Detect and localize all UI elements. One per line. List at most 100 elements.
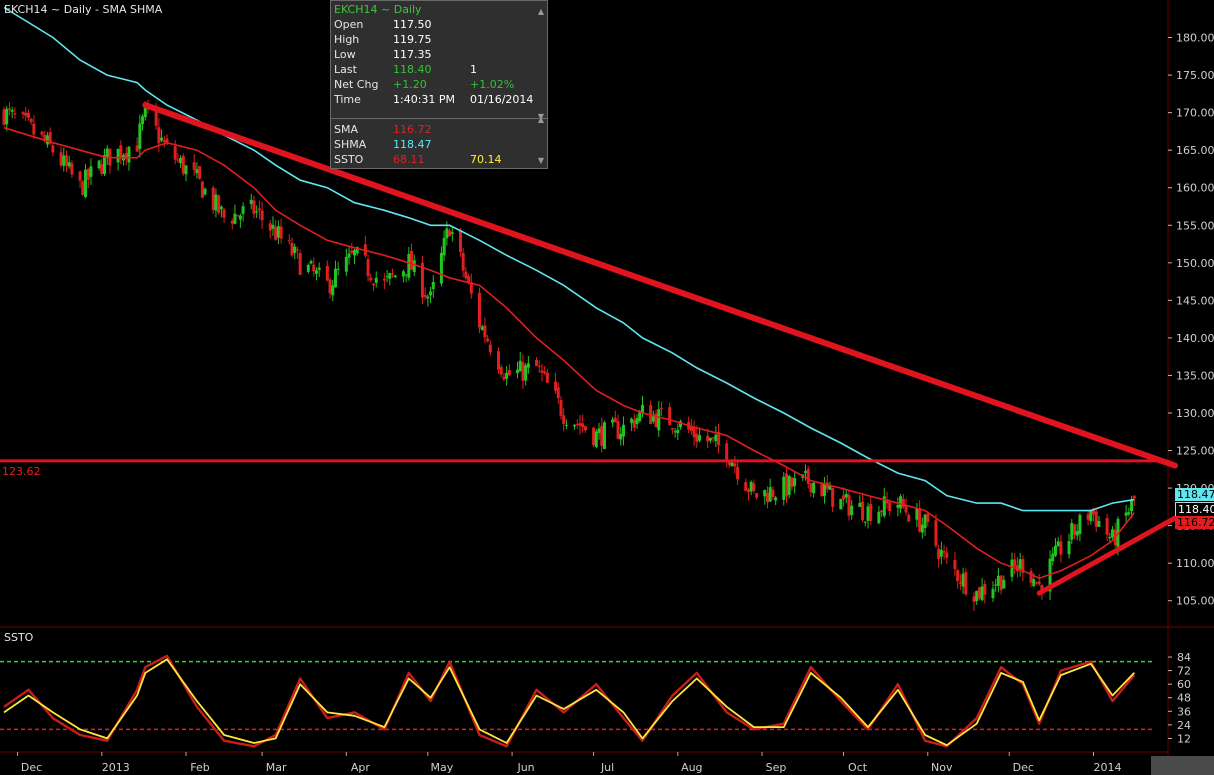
candle-body (347, 253, 351, 258)
candle-body (21, 112, 25, 115)
candle-body (423, 294, 427, 298)
price-tick-label: 125.00 (1176, 445, 1214, 458)
shma-line (3, 6, 1135, 512)
candle-body (1108, 536, 1112, 539)
candle-body (1034, 582, 1038, 584)
candle-body (143, 103, 147, 118)
candle-body (214, 194, 218, 211)
candle-body (708, 437, 712, 441)
scroll-down-icon[interactable]: ▼ (537, 112, 544, 121)
candle-body (271, 224, 275, 229)
candle-body (336, 268, 340, 270)
candle-body (67, 162, 71, 167)
candle-body (679, 421, 683, 428)
shma-label: SHMA (334, 138, 367, 151)
candle-body (477, 292, 481, 328)
candle-body (847, 494, 851, 516)
candle-body (882, 496, 886, 516)
sma-price-tag: 116.72 (1175, 516, 1214, 529)
candle-body (84, 169, 88, 197)
candle-body (638, 411, 642, 422)
candle-body (518, 360, 522, 372)
candle-body (668, 407, 672, 426)
time-value: 1:40:31 PM (393, 93, 456, 106)
candle-body (613, 417, 617, 423)
candle-body (105, 148, 109, 157)
scroll-down-icon-2[interactable]: ▼ (537, 156, 544, 165)
high-label: High (334, 33, 360, 46)
candle-body (274, 226, 278, 240)
candle-body (1124, 512, 1128, 516)
candle-body (1070, 523, 1074, 540)
candle-body (249, 199, 253, 205)
candle-body (521, 362, 525, 381)
candle-body (975, 590, 979, 602)
ssto-lines (3, 654, 1136, 748)
candle-body (314, 270, 318, 274)
candle-body (1130, 499, 1134, 512)
netchg-label: Net Chg (334, 78, 379, 91)
candle-body (692, 427, 696, 438)
x-tick-label: Nov (931, 761, 953, 774)
candle-body (733, 463, 737, 467)
candle-body (782, 476, 786, 500)
candle-body (195, 169, 199, 174)
trendlines (0, 102, 1179, 596)
downtrend-line (142, 102, 1179, 469)
candle-body (162, 140, 166, 142)
candle-body (768, 487, 772, 502)
last-value: 118.40 (393, 63, 432, 76)
candle-body (1067, 540, 1071, 555)
candle-body (124, 153, 128, 159)
candle-body (48, 132, 52, 144)
price-tick-label: 110.00 (1176, 557, 1214, 570)
candle-body (915, 508, 919, 520)
candle-body (695, 433, 699, 442)
candle-body (828, 485, 832, 490)
candle-body (755, 493, 759, 498)
candle-body (578, 423, 582, 426)
candle-body (774, 497, 778, 501)
price-tick-label: 135.00 (1176, 369, 1214, 382)
candle-body (1053, 545, 1057, 556)
date-value: 01/16/2014 (470, 93, 534, 106)
candle-body (217, 195, 221, 213)
candle-body (420, 262, 424, 298)
shma-value: 118.47 (393, 138, 432, 151)
candle-body (483, 325, 487, 338)
candle-body (135, 145, 139, 152)
netchg-pct-value: +1.02% (470, 78, 515, 91)
candle-body (198, 166, 202, 179)
candle-body (749, 481, 753, 492)
candle-body (62, 155, 66, 166)
candle-body (507, 370, 511, 375)
candle-body (763, 489, 767, 497)
candle-body (866, 506, 870, 521)
candle-body (660, 407, 664, 409)
candle-body (439, 252, 443, 284)
candle-body (581, 423, 585, 428)
candle-body (923, 514, 927, 529)
candle-body (1127, 512, 1131, 515)
candle-body (236, 215, 240, 217)
scroll-up-icon-2[interactable]: ▲ (537, 115, 544, 124)
candle-body (1051, 553, 1055, 562)
candle-body (219, 206, 223, 210)
netchg-value: +1.20 (393, 78, 427, 91)
candle-body (1029, 571, 1033, 583)
scroll-up-icon[interactable]: ▲ (537, 7, 544, 16)
candle-body (448, 230, 452, 237)
candle-body (344, 256, 348, 272)
candle-body (730, 462, 734, 467)
candle-body (885, 499, 889, 504)
candle-body (516, 369, 520, 374)
price-tick-label: 155.00 (1176, 219, 1214, 232)
ssto-tick-label: 60 (1177, 678, 1191, 691)
scrollbar-thumb[interactable] (1151, 756, 1214, 775)
candle-body (276, 226, 280, 238)
candle-body (920, 524, 924, 533)
candle-body (10, 110, 14, 112)
candle-body (844, 493, 848, 498)
candle-body (1072, 524, 1076, 535)
candle-body (543, 371, 547, 374)
